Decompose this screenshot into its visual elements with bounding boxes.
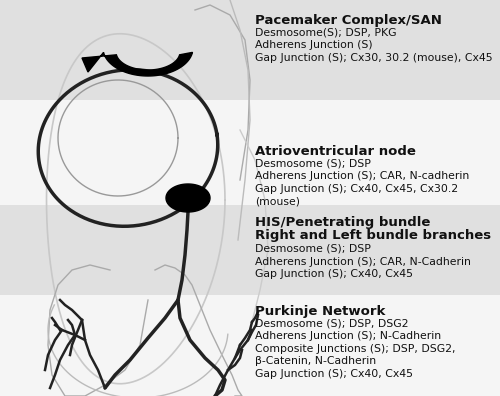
- Text: Composite Junctions (S); DSP, DSG2,: Composite Junctions (S); DSP, DSG2,: [255, 344, 456, 354]
- Text: Desmosome(S); DSP, PKG: Desmosome(S); DSP, PKG: [255, 28, 396, 38]
- Text: Desmosome (S); DSP: Desmosome (S); DSP: [255, 244, 371, 254]
- Text: Right and Left bundle branches: Right and Left bundle branches: [255, 229, 491, 242]
- Text: Purkinje Network: Purkinje Network: [255, 305, 386, 318]
- Text: Adherens Junction (S); CAR, N-Cadherin: Adherens Junction (S); CAR, N-Cadherin: [255, 257, 471, 267]
- Text: Desmosome (S); DSP, DSG2: Desmosome (S); DSP, DSG2: [255, 318, 408, 328]
- Text: Pacemaker Complex/SAN: Pacemaker Complex/SAN: [255, 14, 442, 27]
- Text: Gap Junction (S); Cx40, Cx45: Gap Junction (S); Cx40, Cx45: [255, 369, 413, 379]
- Text: Adherens Junction (S); N-Cadherin: Adherens Junction (S); N-Cadherin: [255, 331, 441, 341]
- Bar: [0, 0, 500, 100]
- Text: Adherens Junction (S); CAR, N-cadherin: Adherens Junction (S); CAR, N-cadherin: [255, 171, 469, 181]
- Text: Gap Junction (S); Cx30, 30.2 (mouse), Cx45: Gap Junction (S); Cx30, 30.2 (mouse), Cx…: [255, 53, 492, 63]
- Bar: [0, 100, 500, 205]
- Text: Desmosome (S); DSP: Desmosome (S); DSP: [255, 158, 371, 168]
- Text: Gap Junction (S); Cx40, Cx45: Gap Junction (S); Cx40, Cx45: [255, 269, 413, 279]
- Bar: [0, 205, 500, 295]
- Polygon shape: [82, 52, 192, 76]
- Text: β-Catenin, N-Cadherin: β-Catenin, N-Cadherin: [255, 356, 376, 366]
- Polygon shape: [166, 184, 210, 212]
- Text: Atrioventricular node: Atrioventricular node: [255, 145, 416, 158]
- Text: Gap Junction (S); Cx40, Cx45, Cx30.2: Gap Junction (S); Cx40, Cx45, Cx30.2: [255, 184, 458, 194]
- Bar: [0, 295, 500, 396]
- Text: HIS/Penetrating bundle: HIS/Penetrating bundle: [255, 216, 430, 229]
- Text: Adherens Junction (S): Adherens Junction (S): [255, 40, 372, 50]
- Text: (mouse): (mouse): [255, 196, 300, 206]
